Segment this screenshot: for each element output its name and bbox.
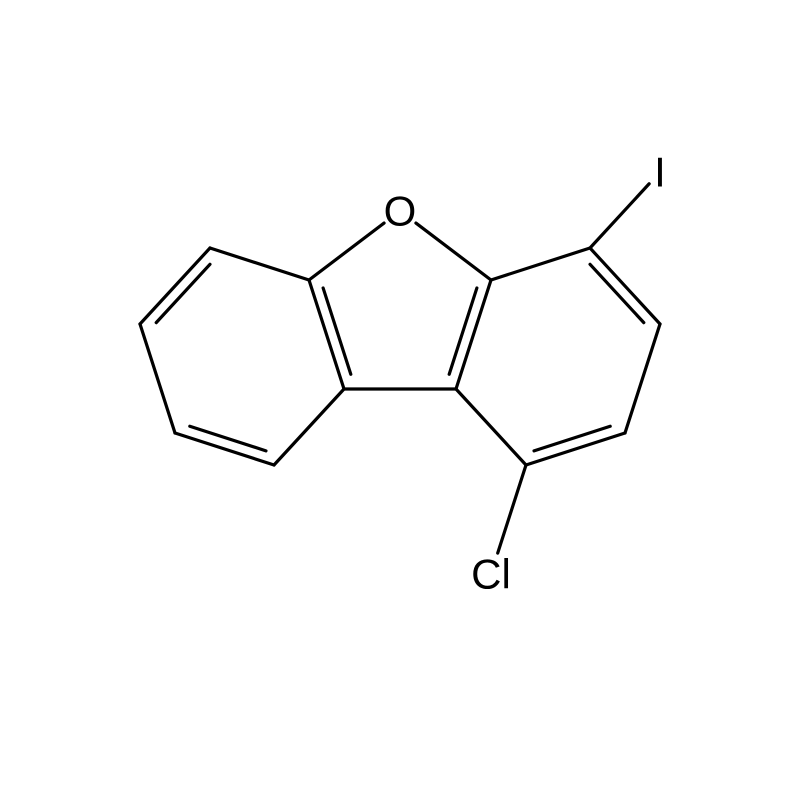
- atom-label-Cl: Cl: [471, 551, 511, 598]
- atom-label-I: I: [654, 149, 666, 196]
- background: [0, 0, 800, 800]
- molecule-canvas: O I Cl: [0, 0, 800, 800]
- atom-label-O: O: [384, 188, 417, 235]
